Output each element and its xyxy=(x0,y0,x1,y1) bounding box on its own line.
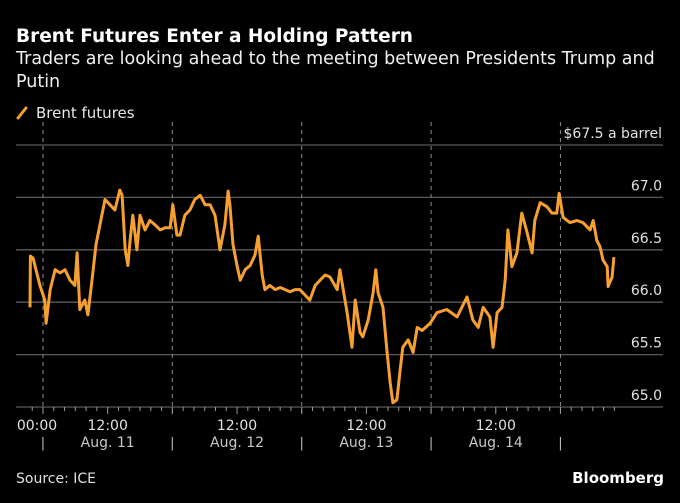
x-day-label: Aug. 13 xyxy=(339,435,393,451)
y-tick-label: 65.5 xyxy=(631,336,662,352)
x-tick-label: 00:00 xyxy=(17,418,57,434)
legend-label: Brent futures xyxy=(36,104,135,122)
y-tick-label: 66.5 xyxy=(631,231,662,247)
source-note: Source: ICE xyxy=(16,471,97,487)
x-day-label: Aug. 14 xyxy=(469,435,523,451)
day-tick-mark: | xyxy=(41,436,45,451)
chart-subtitle: Traders are looking ahead to the meeting… xyxy=(16,49,655,92)
y-tick-label: 65.0 xyxy=(631,388,662,404)
y-tick-label: 67.0 xyxy=(631,178,662,194)
day-tick-mark: | xyxy=(558,436,562,451)
y-tick-label: $67.5 a barrel xyxy=(564,126,663,142)
x-tick-label: 12:00 xyxy=(217,418,257,434)
x-day-label: Aug. 11 xyxy=(81,435,135,451)
line-swatch-icon xyxy=(16,106,28,120)
series-line-brent-futures xyxy=(28,188,616,405)
day-tick-mark: | xyxy=(300,436,304,451)
legend: Brent futures xyxy=(16,104,135,122)
bloomberg-logo: Bloomberg xyxy=(572,469,664,487)
y-tick-label: 66.0 xyxy=(631,283,662,299)
chart-title: Brent Futures Enter a Holding Pattern xyxy=(16,26,413,47)
x-tick-label: 12:00 xyxy=(346,418,386,434)
x-tick-label: 12:00 xyxy=(88,418,128,434)
day-tick-mark: | xyxy=(429,436,433,451)
day-tick-mark: | xyxy=(170,436,174,451)
x-tick-label: 12:00 xyxy=(476,418,516,434)
x-day-label: Aug. 12 xyxy=(210,435,264,451)
